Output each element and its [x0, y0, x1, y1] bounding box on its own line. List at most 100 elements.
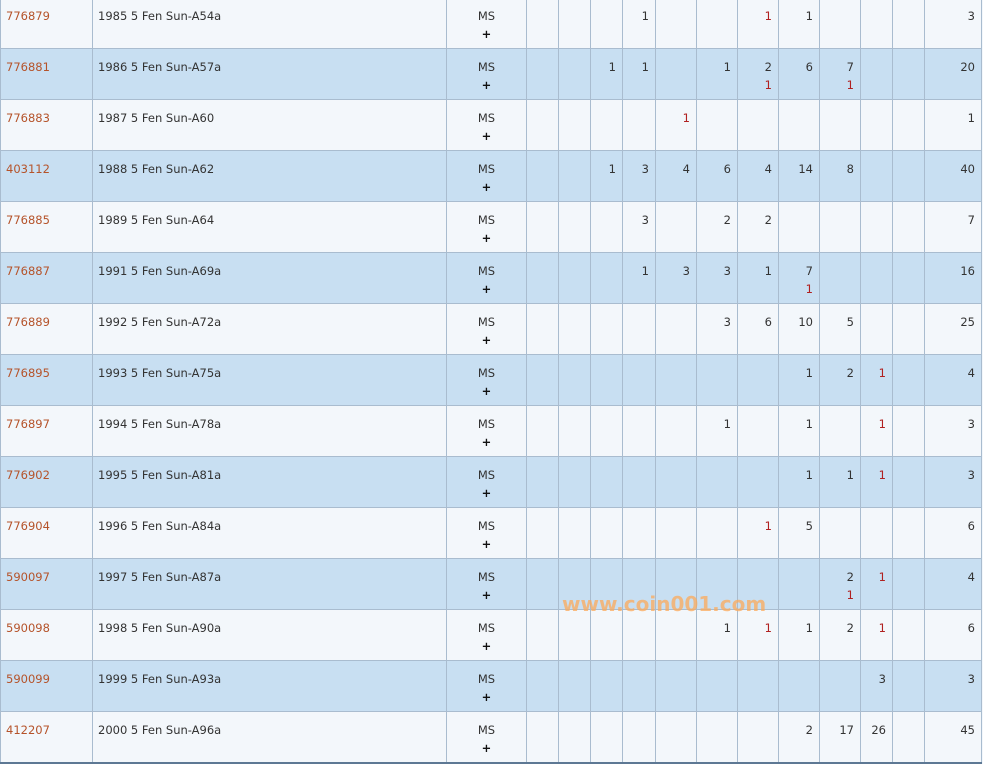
total-value: 6	[967, 519, 975, 533]
total-cell: 3	[924, 0, 982, 49]
coin-description: 1996 5 Fen Sun-A84a	[92, 507, 447, 559]
grade-count-cell	[737, 405, 779, 457]
total-cell: 20	[924, 48, 982, 100]
table-row: 590097 1997 5 Fen Sun-A87a MS +2 1 1 4	[0, 558, 982, 610]
cert-id-link[interactable]: 412207	[6, 723, 50, 737]
grade-count-cell	[526, 252, 559, 304]
count-value: 1	[805, 621, 813, 635]
total-cell: 3	[924, 405, 982, 457]
count-value: 1	[608, 162, 616, 176]
grade-count-cell: 5	[819, 303, 861, 355]
count-value: 17	[839, 723, 854, 737]
grade-count-cell: 1	[737, 252, 779, 304]
coin-description: 1991 5 Fen Sun-A69a	[92, 252, 447, 304]
cert-id-cell: 776887	[0, 252, 93, 304]
grade-count-cell	[696, 711, 738, 764]
table-row: 776895 1993 5 Fen Sun-A75a MS +1 2 1 4	[0, 354, 982, 406]
plus-grade-label: +	[481, 384, 492, 398]
grade-count-cell: 1	[696, 48, 738, 100]
cert-id-cell: 403112	[0, 150, 93, 202]
grade-count-cell	[696, 456, 738, 508]
grade-count-cell	[558, 507, 591, 559]
cert-id-link[interactable]: 590099	[6, 672, 50, 686]
grade-count-cell	[526, 48, 559, 100]
grade-count-cell	[892, 252, 925, 304]
count-value: 3	[682, 264, 690, 278]
cert-id-link[interactable]: 776897	[6, 417, 50, 431]
coin-description: 1988 5 Fen Sun-A62	[92, 150, 447, 202]
cert-id-cell: 590097	[0, 558, 93, 610]
grade-count-cell	[526, 303, 559, 355]
cert-id-link[interactable]: 403112	[6, 162, 50, 176]
grade-count-cell	[558, 99, 591, 151]
count-value: 26	[871, 723, 886, 737]
coin-description: 1995 5 Fen Sun-A81a	[92, 456, 447, 508]
grade-count-cell	[590, 456, 623, 508]
total-value: 4	[967, 366, 975, 380]
cert-id-link[interactable]: 776883	[6, 111, 50, 125]
table-row: 776904 1996 5 Fen Sun-A84a MS +1 5 6	[0, 507, 982, 559]
total-cell: 4	[924, 354, 982, 406]
total-cell: 4	[924, 558, 982, 610]
cert-id-link[interactable]: 590097	[6, 570, 50, 584]
cert-id-link[interactable]: 590098	[6, 621, 50, 635]
grade-count-cell	[696, 354, 738, 406]
grade-cell: MS +	[446, 48, 527, 100]
count-value: 6	[723, 162, 731, 176]
grade-cell: MS +	[446, 150, 527, 202]
cert-id-link[interactable]: 776902	[6, 468, 50, 482]
grade-count-cell: 1	[590, 150, 623, 202]
count-value: 1	[805, 417, 813, 431]
cert-id-link[interactable]: 776887	[6, 264, 50, 278]
grade-count-cell	[622, 456, 656, 508]
count-value: 6	[805, 60, 813, 74]
plus-count-value: 1	[846, 78, 854, 92]
grade-count-cell	[819, 99, 861, 151]
plus-count-value: 1	[764, 78, 772, 92]
grade-count-cell	[696, 507, 738, 559]
count-value: 1	[608, 60, 616, 74]
grade-count-cell	[778, 99, 820, 151]
table-row: 776897 1994 5 Fen Sun-A78a MS +1 1 1 3	[0, 405, 982, 457]
cert-id-link[interactable]: 776885	[6, 213, 50, 227]
grade-count-cell	[558, 48, 591, 100]
grade-count-cell	[819, 252, 861, 304]
grade-count-cell	[819, 405, 861, 457]
grade-cell: MS +	[446, 252, 527, 304]
count-value: 1	[641, 9, 649, 23]
grade-count-cell	[526, 150, 559, 202]
grade-count-cell	[892, 507, 925, 559]
total-value: 6	[967, 621, 975, 635]
grade-count-cell	[558, 252, 591, 304]
cert-id-link[interactable]: 776904	[6, 519, 50, 533]
cert-id-link[interactable]: 776881	[6, 60, 50, 74]
grade-count-cell	[892, 558, 925, 610]
coin-description: 1985 5 Fen Sun-A54a	[92, 0, 447, 49]
grade-count-cell	[860, 201, 893, 253]
grade-count-cell	[558, 711, 591, 764]
grade-count-cell: 6	[778, 48, 820, 100]
total-value: 25	[960, 315, 975, 329]
grade-count-cell	[558, 303, 591, 355]
grade-count-cell	[590, 303, 623, 355]
grade-count-cell: 2	[819, 354, 861, 406]
grade-count-cell: 3	[696, 303, 738, 355]
grade-count-cell	[622, 660, 656, 712]
total-value: 3	[967, 672, 975, 686]
cert-id-link[interactable]: 776895	[6, 366, 50, 380]
grade-count-cell: 1	[696, 609, 738, 661]
table-row: 412207 2000 5 Fen Sun-A96a MS +2 17 26 45	[0, 711, 982, 764]
coin-description: 1986 5 Fen Sun-A57a	[92, 48, 447, 100]
grade-count-cell	[558, 405, 591, 457]
count-value: 6	[764, 315, 772, 329]
cert-id-link[interactable]: 776879	[6, 9, 50, 23]
coin-description: 1987 5 Fen Sun-A60	[92, 99, 447, 151]
grade-label: MS	[477, 9, 496, 23]
grade-count-cell	[892, 303, 925, 355]
cert-id-link[interactable]: 776889	[6, 315, 50, 329]
grade-count-cell	[590, 405, 623, 457]
grade-count-cell	[737, 660, 779, 712]
count-value: 5	[846, 315, 854, 329]
grade-count-cell: 3	[655, 252, 697, 304]
count-value: 2	[764, 60, 772, 74]
